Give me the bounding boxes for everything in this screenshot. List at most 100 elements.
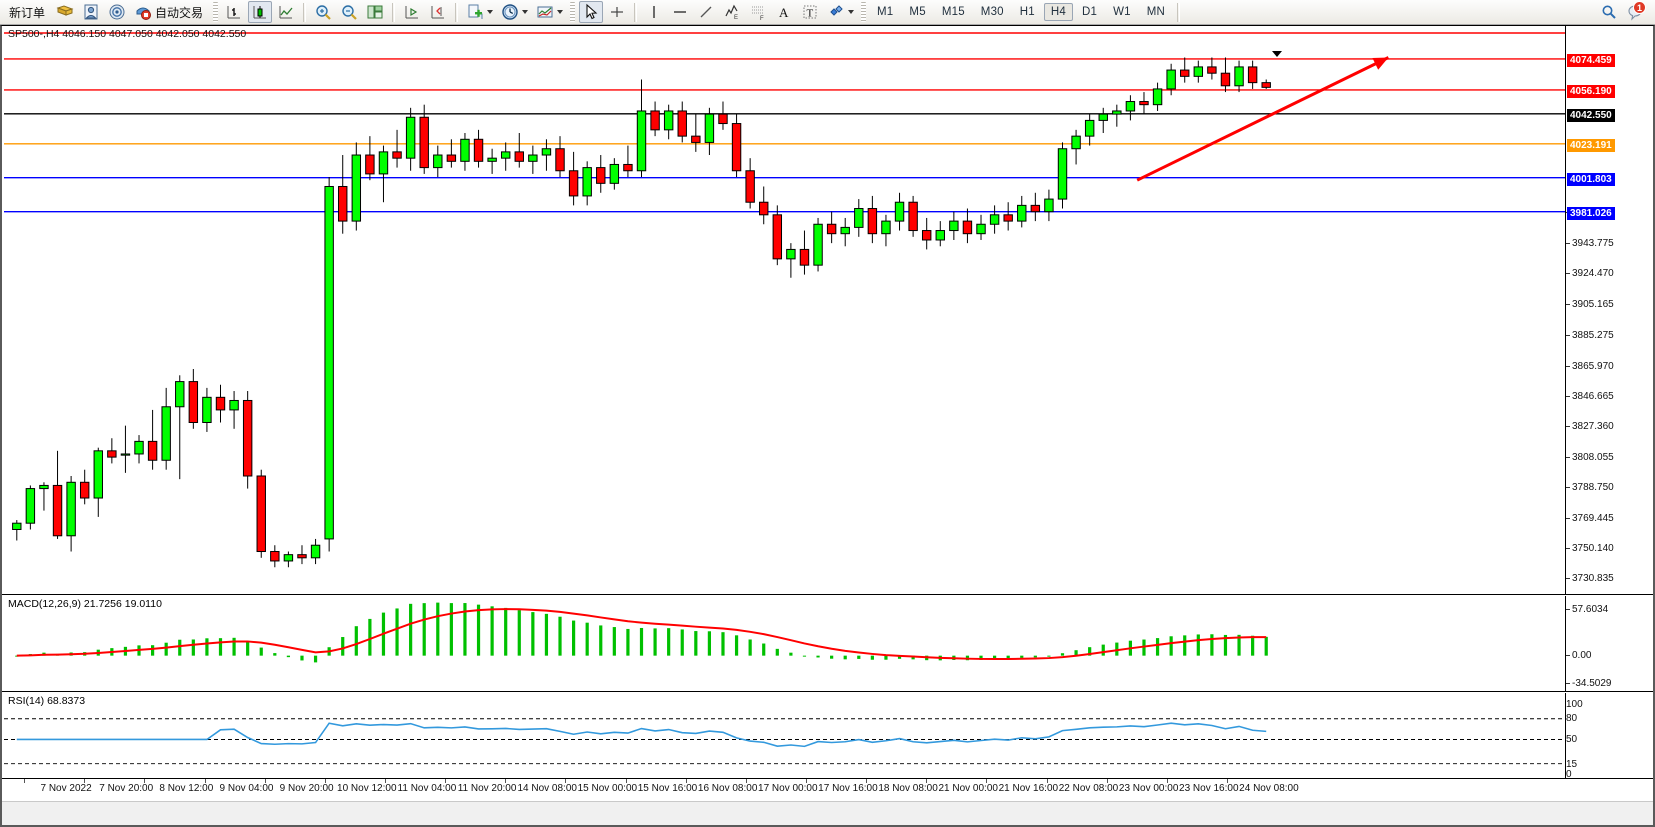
time-axis-label: 10 Nov 12:00	[337, 783, 397, 794]
chart-window[interactable]: SP500-,H4 4046.150 4047.050 4042.050 404…	[0, 25, 1655, 827]
price-tick: 3865.970	[1566, 361, 1614, 372]
timeframe-m30[interactable]: M30	[980, 6, 1004, 18]
time-axis-label: 15 Nov 16:00	[637, 783, 698, 794]
rsi-tick: 0	[1566, 769, 1572, 780]
tile-windows-icon[interactable]	[363, 1, 387, 23]
time-axis-label: 16 Nov 08:00	[697, 783, 758, 794]
time-tick	[505, 779, 507, 783]
price-overlay	[4, 32, 1565, 568]
time-axis-label: 17 Nov 00:00	[758, 783, 818, 794]
shapes-icon[interactable]	[824, 1, 857, 23]
price-pane[interactable]: SP500-,H4 4046.150 4047.050 4042.050 404…	[2, 26, 1653, 595]
time-tick	[1166, 779, 1168, 783]
time-tick	[84, 779, 86, 783]
chart-title: SP500-,H4 4046.150 4047.050 4042.050 404…	[8, 28, 247, 40]
price-level-tag[interactable]: 4074.459	[1567, 54, 1615, 67]
macd-plot-area[interactable]	[4, 596, 1565, 691]
price-tick: 3730.835	[1566, 573, 1614, 584]
time-axis-label: 7 Nov 20:00	[99, 783, 154, 794]
period-icon[interactable]	[498, 1, 531, 23]
main-toolbar: 新订单 自动交易	[0, 0, 1655, 25]
folder-icon[interactable]	[53, 1, 77, 23]
rsi-pane[interactable]: RSI(14) 68.8373 100 80 50 15 0	[2, 693, 1653, 781]
toolbar-grip[interactable]	[861, 2, 867, 22]
time-axis-label: 21 Nov 00:00	[938, 783, 998, 794]
price-plot-area[interactable]	[4, 26, 1565, 594]
time-tick	[324, 779, 326, 783]
auto-scroll-icon[interactable]	[426, 1, 450, 23]
timeframe-w1[interactable]: W1	[1113, 6, 1131, 18]
auto-trading-button[interactable]: 自动交易	[131, 1, 209, 23]
time-tick	[24, 779, 26, 783]
timeframe-m1[interactable]: M1	[877, 6, 894, 18]
timeframe-m15[interactable]: M15	[941, 6, 965, 18]
elliott-wave-icon[interactable]: E	[720, 1, 744, 23]
price-tick: 3905.165	[1566, 299, 1614, 310]
timeframe-m5[interactable]: M5	[909, 6, 926, 18]
timeframe-d1[interactable]: D1	[1082, 6, 1098, 18]
time-tick	[926, 779, 928, 783]
latest-bar-marker	[1272, 51, 1282, 57]
price-tick: 3769.445	[1566, 513, 1614, 524]
vertical-line-icon[interactable]	[642, 1, 666, 23]
timeframe-h1[interactable]: H1	[1019, 6, 1035, 18]
svg-text:E: E	[734, 15, 738, 21]
horizontal-line-icon[interactable]	[668, 1, 692, 23]
search-icon[interactable]	[1597, 1, 1621, 23]
alerts-icon[interactable]: 1	[1623, 1, 1649, 23]
zoom-in-icon[interactable]	[311, 1, 335, 23]
zoom-out-icon[interactable]	[337, 1, 361, 23]
price-level-tag[interactable]: 4023.191	[1567, 139, 1615, 152]
time-axis[interactable]: 7 Nov 2022 7 Nov 20:00 8 Nov 12:00 9 Nov 04…	[2, 778, 1653, 800]
chevron-down-icon[interactable]	[487, 10, 494, 14]
time-tick	[805, 779, 807, 783]
chart-shift-icon[interactable]	[400, 1, 424, 23]
price-level-tag[interactable]: 4042.550	[1567, 109, 1615, 122]
rsi-scale: 100 80 50 15 0	[1565, 693, 1653, 780]
macd-pane[interactable]: MACD(12,26,9) 21.7256 19.0110 57.6034 0.0…	[2, 596, 1653, 692]
time-axis-label: 7 Nov 2022	[40, 783, 92, 794]
fibonacci-icon[interactable]: F	[746, 1, 770, 23]
profile-icon[interactable]	[79, 1, 103, 23]
cursor-icon[interactable]	[579, 1, 604, 23]
chart-inner: SP500-,H4 4046.150 4047.050 4042.050 404…	[2, 26, 1653, 825]
time-axis-label: 24 Nov 08:00	[1239, 783, 1299, 794]
rsi-label: RSI(14) 68.8373	[8, 695, 86, 707]
price-level-tag[interactable]: 4056.190	[1567, 85, 1615, 98]
toolbar-grip[interactable]	[213, 2, 219, 22]
price-tick: 3846.665	[1566, 391, 1614, 402]
price-scale[interactable]: 3963.0803943.7753924.4703905.1653885.275…	[1565, 26, 1653, 594]
candlestick-chart-icon[interactable]	[248, 1, 273, 23]
time-tick	[1046, 779, 1048, 783]
chevron-down-icon[interactable]	[522, 10, 529, 14]
time-tick	[866, 779, 868, 783]
rsi-plot-area[interactable]	[4, 693, 1565, 780]
crosshair-icon[interactable]	[605, 1, 629, 23]
timeframe-h4[interactable]: H4	[1043, 3, 1073, 21]
new-order-label: 新订单	[9, 5, 46, 20]
time-axis-label: 15 Nov 00:00	[577, 783, 638, 794]
line-chart-icon[interactable]	[274, 1, 298, 23]
toolbar-grip[interactable]	[570, 2, 576, 22]
macd-tick: 57.6034	[1566, 604, 1608, 615]
trendline-icon[interactable]	[694, 1, 718, 23]
timeframe-mn[interactable]: MN	[1146, 6, 1166, 18]
price-tick: 3943.775	[1566, 238, 1614, 249]
price-tick: 3788.750	[1566, 482, 1614, 493]
price-level-tag[interactable]: 4001.803	[1567, 173, 1615, 186]
chevron-down-icon[interactable]	[557, 10, 564, 14]
horizontal-scrollbar[interactable]	[2, 801, 1653, 825]
time-tick	[625, 779, 627, 783]
templates-icon[interactable]	[533, 1, 566, 23]
indicators-icon[interactable]	[463, 1, 496, 23]
time-tick	[144, 779, 146, 783]
bar-chart-icon[interactable]	[222, 1, 246, 23]
macd-scale: 57.6034 0.00 -34.5029	[1565, 596, 1653, 691]
text-label-icon[interactable]: T	[798, 1, 822, 23]
chevron-down-icon[interactable]	[848, 10, 855, 14]
text-icon[interactable]: A	[772, 1, 796, 23]
new-order-button[interactable]: 新订单	[3, 1, 51, 23]
time-tick	[264, 779, 266, 783]
price-level-tag[interactable]: 3981.026	[1567, 207, 1615, 220]
signal-icon[interactable]	[105, 1, 129, 23]
